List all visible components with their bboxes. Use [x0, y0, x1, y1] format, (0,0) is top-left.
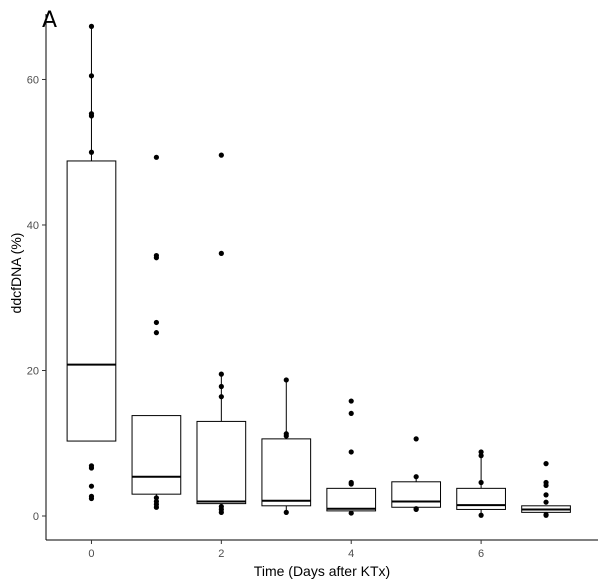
x-axis-label: Time (Days after KTx): [254, 563, 390, 579]
data-point: [543, 482, 549, 489]
data-point: [88, 483, 95, 489]
data-point: [478, 449, 484, 455]
y-tick-label: 60: [27, 74, 39, 86]
data-point: [153, 504, 159, 510]
data-point: [348, 481, 354, 487]
box-iqr: [261, 438, 312, 507]
data-point: [478, 453, 484, 459]
data-point: [543, 512, 549, 518]
box-group-day-1: [131, 154, 182, 510]
box-iqr: [131, 415, 182, 495]
data-point: [218, 394, 224, 400]
x-tick-label: 4: [348, 548, 354, 560]
box-group-day-6: [456, 449, 506, 518]
y-tick-label: 40: [27, 220, 39, 232]
box-group-day-2: [196, 152, 247, 515]
data-point: [283, 509, 289, 515]
data-point: [218, 509, 224, 515]
data-point: [153, 154, 159, 160]
data-point: [283, 433, 289, 439]
box-groups: [66, 23, 571, 518]
box-group-day-7: [521, 461, 571, 518]
box-iqr: [66, 160, 117, 442]
box-iqr: [326, 487, 377, 512]
data-point: [88, 73, 95, 79]
data-point: [348, 410, 354, 417]
data-point: [413, 474, 419, 480]
data-point: [543, 461, 549, 467]
box-iqr: [391, 481, 442, 508]
box-group-day-0: [66, 23, 117, 502]
axis-labels: Time (Days after KTx) ddcfDNA (%): [8, 233, 390, 579]
data-point: [218, 383, 224, 390]
data-point: [153, 255, 159, 261]
data-point: [543, 499, 549, 505]
data-point: [218, 152, 224, 158]
box-iqr: [456, 487, 506, 510]
y-tick-label: 0: [33, 511, 39, 523]
data-point: [348, 398, 354, 404]
data-point: [478, 479, 484, 486]
data-point: [283, 377, 289, 383]
x-tick-label: 6: [478, 548, 484, 560]
data-point: [478, 512, 484, 518]
box-group-day-3: [261, 377, 312, 515]
y-axis-label: ddcfDNA (%): [8, 233, 24, 314]
x-tick-label: 2: [218, 548, 224, 560]
x-tick-label: 0: [88, 548, 94, 560]
data-point: [218, 371, 224, 377]
axes: 0 20 40 60 0 2 4 6: [27, 14, 598, 560]
data-point: [218, 250, 224, 256]
data-point: [88, 23, 95, 29]
data-point: [88, 495, 95, 502]
y-tick-label: 20: [27, 365, 39, 377]
data-point: [153, 319, 159, 326]
data-point: [348, 449, 354, 455]
data-point: [153, 495, 159, 501]
data-point: [88, 113, 95, 119]
data-point: [88, 149, 95, 155]
data-point: [543, 492, 549, 498]
data-point: [348, 510, 354, 516]
box-iqr: [196, 420, 247, 505]
data-point: [153, 330, 159, 336]
box-group-day-4: [326, 398, 377, 516]
data-point: [413, 506, 419, 513]
data-point: [413, 436, 419, 442]
data-point: [88, 465, 95, 471]
box-group-day-5: [391, 436, 442, 513]
